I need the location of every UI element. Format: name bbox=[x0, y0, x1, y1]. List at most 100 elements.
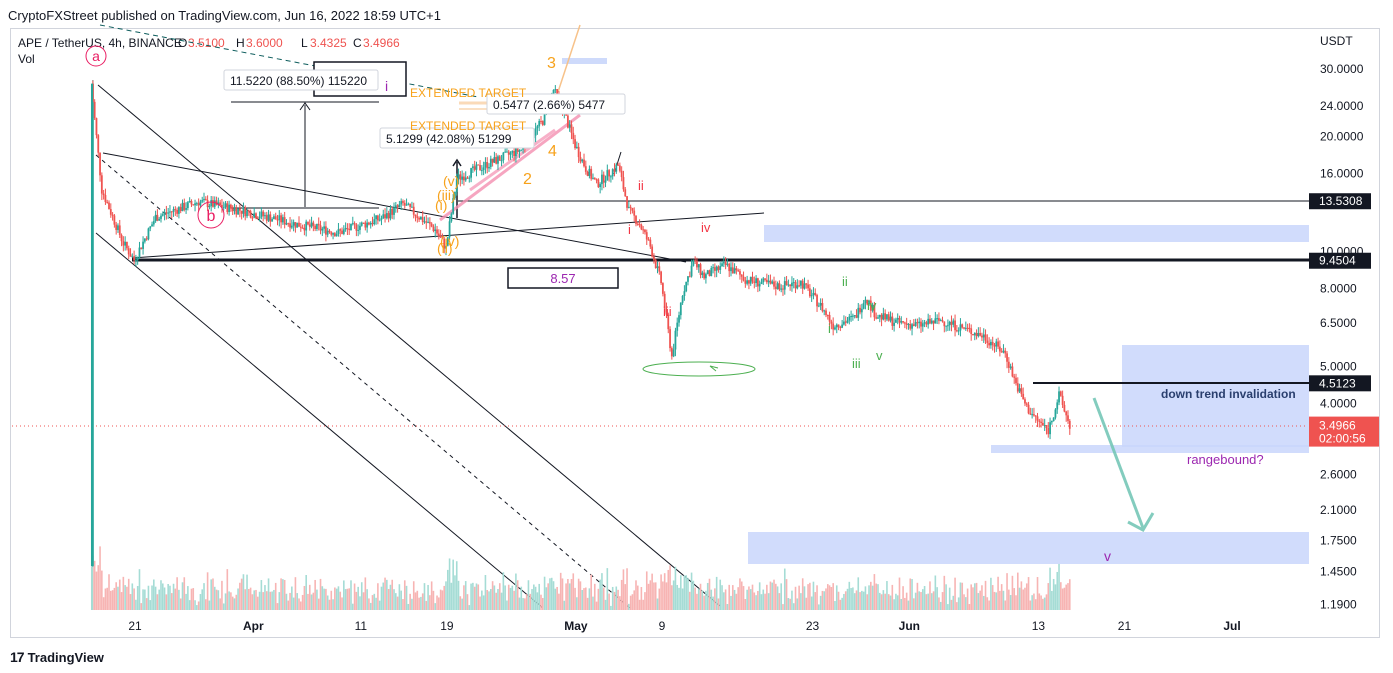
volume-bar bbox=[244, 589, 247, 610]
volume-bar bbox=[599, 579, 601, 610]
candle-body bbox=[454, 191, 456, 199]
candle-body bbox=[147, 228, 150, 240]
volume-bar bbox=[706, 582, 709, 610]
volume-bar bbox=[1000, 584, 1003, 610]
candle-body bbox=[705, 274, 707, 279]
candle-body bbox=[333, 233, 336, 237]
volume-bar bbox=[1038, 593, 1041, 610]
volume-bar bbox=[334, 587, 336, 610]
x-tick-label: Jul bbox=[1223, 619, 1240, 633]
volume-bar bbox=[242, 574, 245, 610]
volume-bar bbox=[997, 576, 999, 610]
candle-body bbox=[464, 177, 467, 181]
legend-symbol: APE / TetherUS, 4h, BINANCE bbox=[18, 36, 182, 50]
volume-bar bbox=[1002, 590, 1005, 610]
volume-bar bbox=[688, 591, 691, 610]
volume-bar bbox=[608, 593, 610, 610]
wave-orange-4: 4 bbox=[548, 143, 557, 160]
candle-body bbox=[285, 223, 288, 225]
candle-body bbox=[963, 327, 965, 329]
y-tick-label: 1.7500 bbox=[1320, 533, 1357, 547]
candle-body bbox=[278, 215, 281, 221]
volume-bar bbox=[317, 598, 320, 610]
legend-high-label: H bbox=[236, 36, 245, 50]
volume-bar bbox=[789, 598, 791, 610]
volume-bar bbox=[423, 583, 426, 610]
candle-body bbox=[719, 266, 722, 270]
wave-red-iii: iii bbox=[663, 304, 672, 319]
candle-body bbox=[679, 302, 682, 316]
candle-body bbox=[645, 232, 648, 240]
candle-body bbox=[351, 223, 354, 225]
volume-bar bbox=[875, 583, 877, 610]
volume-bar bbox=[749, 589, 752, 610]
candle-body bbox=[368, 222, 370, 225]
volume-bar bbox=[108, 574, 110, 610]
candle-body bbox=[362, 222, 365, 224]
candle-body bbox=[712, 267, 714, 269]
volume-bar bbox=[739, 578, 741, 610]
volume-bar bbox=[615, 586, 618, 610]
volume-bar bbox=[178, 589, 180, 610]
candle-body bbox=[149, 226, 152, 229]
volume-bar bbox=[543, 576, 546, 610]
candle-body bbox=[491, 158, 494, 163]
volume-bar bbox=[1060, 582, 1062, 610]
y-axis[interactable]: 30.000024.000020.000016.000010.00008.000… bbox=[1320, 62, 1364, 611]
candle-body bbox=[998, 346, 1001, 352]
x-tick-label: 19 bbox=[440, 619, 454, 633]
candle-body bbox=[172, 209, 175, 212]
zone-upper bbox=[764, 225, 1309, 242]
volume-bar bbox=[516, 580, 519, 610]
volume-bar bbox=[654, 582, 657, 610]
tradingview-logo[interactable]: 17 TradingView bbox=[10, 649, 104, 665]
candle-body bbox=[310, 222, 313, 227]
volume-bar bbox=[783, 568, 786, 610]
legend-close-label: C bbox=[353, 36, 362, 50]
candle-body bbox=[104, 195, 107, 202]
candle-body bbox=[136, 257, 139, 261]
volume-bar bbox=[1013, 588, 1016, 610]
volume-bar bbox=[434, 603, 437, 610]
candle-body bbox=[975, 332, 978, 337]
candle-body bbox=[170, 211, 173, 213]
candle-body bbox=[733, 268, 736, 274]
candle-body bbox=[800, 280, 802, 286]
volume-bar bbox=[296, 593, 299, 610]
volume-bar bbox=[205, 599, 207, 610]
volume-bar bbox=[724, 589, 727, 610]
candle-body bbox=[1058, 391, 1060, 403]
x-axis[interactable]: 21 Apr 11 19 May 9 23 Jun 13 21 Jul bbox=[128, 619, 1240, 633]
candle-body bbox=[877, 317, 879, 319]
tradingview-mark-icon: 17 bbox=[10, 649, 25, 665]
candle-body bbox=[206, 200, 209, 208]
volume-bar bbox=[459, 596, 462, 610]
volume-bar bbox=[549, 578, 551, 610]
candle-body bbox=[1004, 350, 1007, 354]
candle-body bbox=[448, 221, 451, 238]
candle-body bbox=[470, 168, 472, 178]
candle-body bbox=[127, 248, 130, 255]
volume-bar bbox=[118, 579, 121, 610]
candle-body bbox=[891, 316, 894, 326]
volume-bar bbox=[217, 590, 220, 610]
candle-body bbox=[794, 282, 797, 289]
candle-body bbox=[463, 176, 465, 181]
volume-bar bbox=[472, 582, 474, 610]
candle-body bbox=[850, 315, 852, 317]
candle-body bbox=[685, 281, 688, 292]
volume-bar bbox=[841, 597, 843, 610]
candle-body bbox=[1059, 391, 1062, 396]
candle-body bbox=[755, 278, 757, 284]
candle-body bbox=[405, 204, 408, 206]
volume-bar bbox=[454, 575, 456, 610]
candle-body bbox=[819, 302, 822, 306]
volume-bar bbox=[373, 593, 376, 610]
candle-body bbox=[950, 321, 953, 325]
candle-body bbox=[186, 202, 189, 209]
volume-bar bbox=[343, 580, 345, 610]
candle-body bbox=[771, 281, 774, 284]
candle-body bbox=[95, 118, 98, 136]
volume-bar bbox=[529, 593, 532, 610]
